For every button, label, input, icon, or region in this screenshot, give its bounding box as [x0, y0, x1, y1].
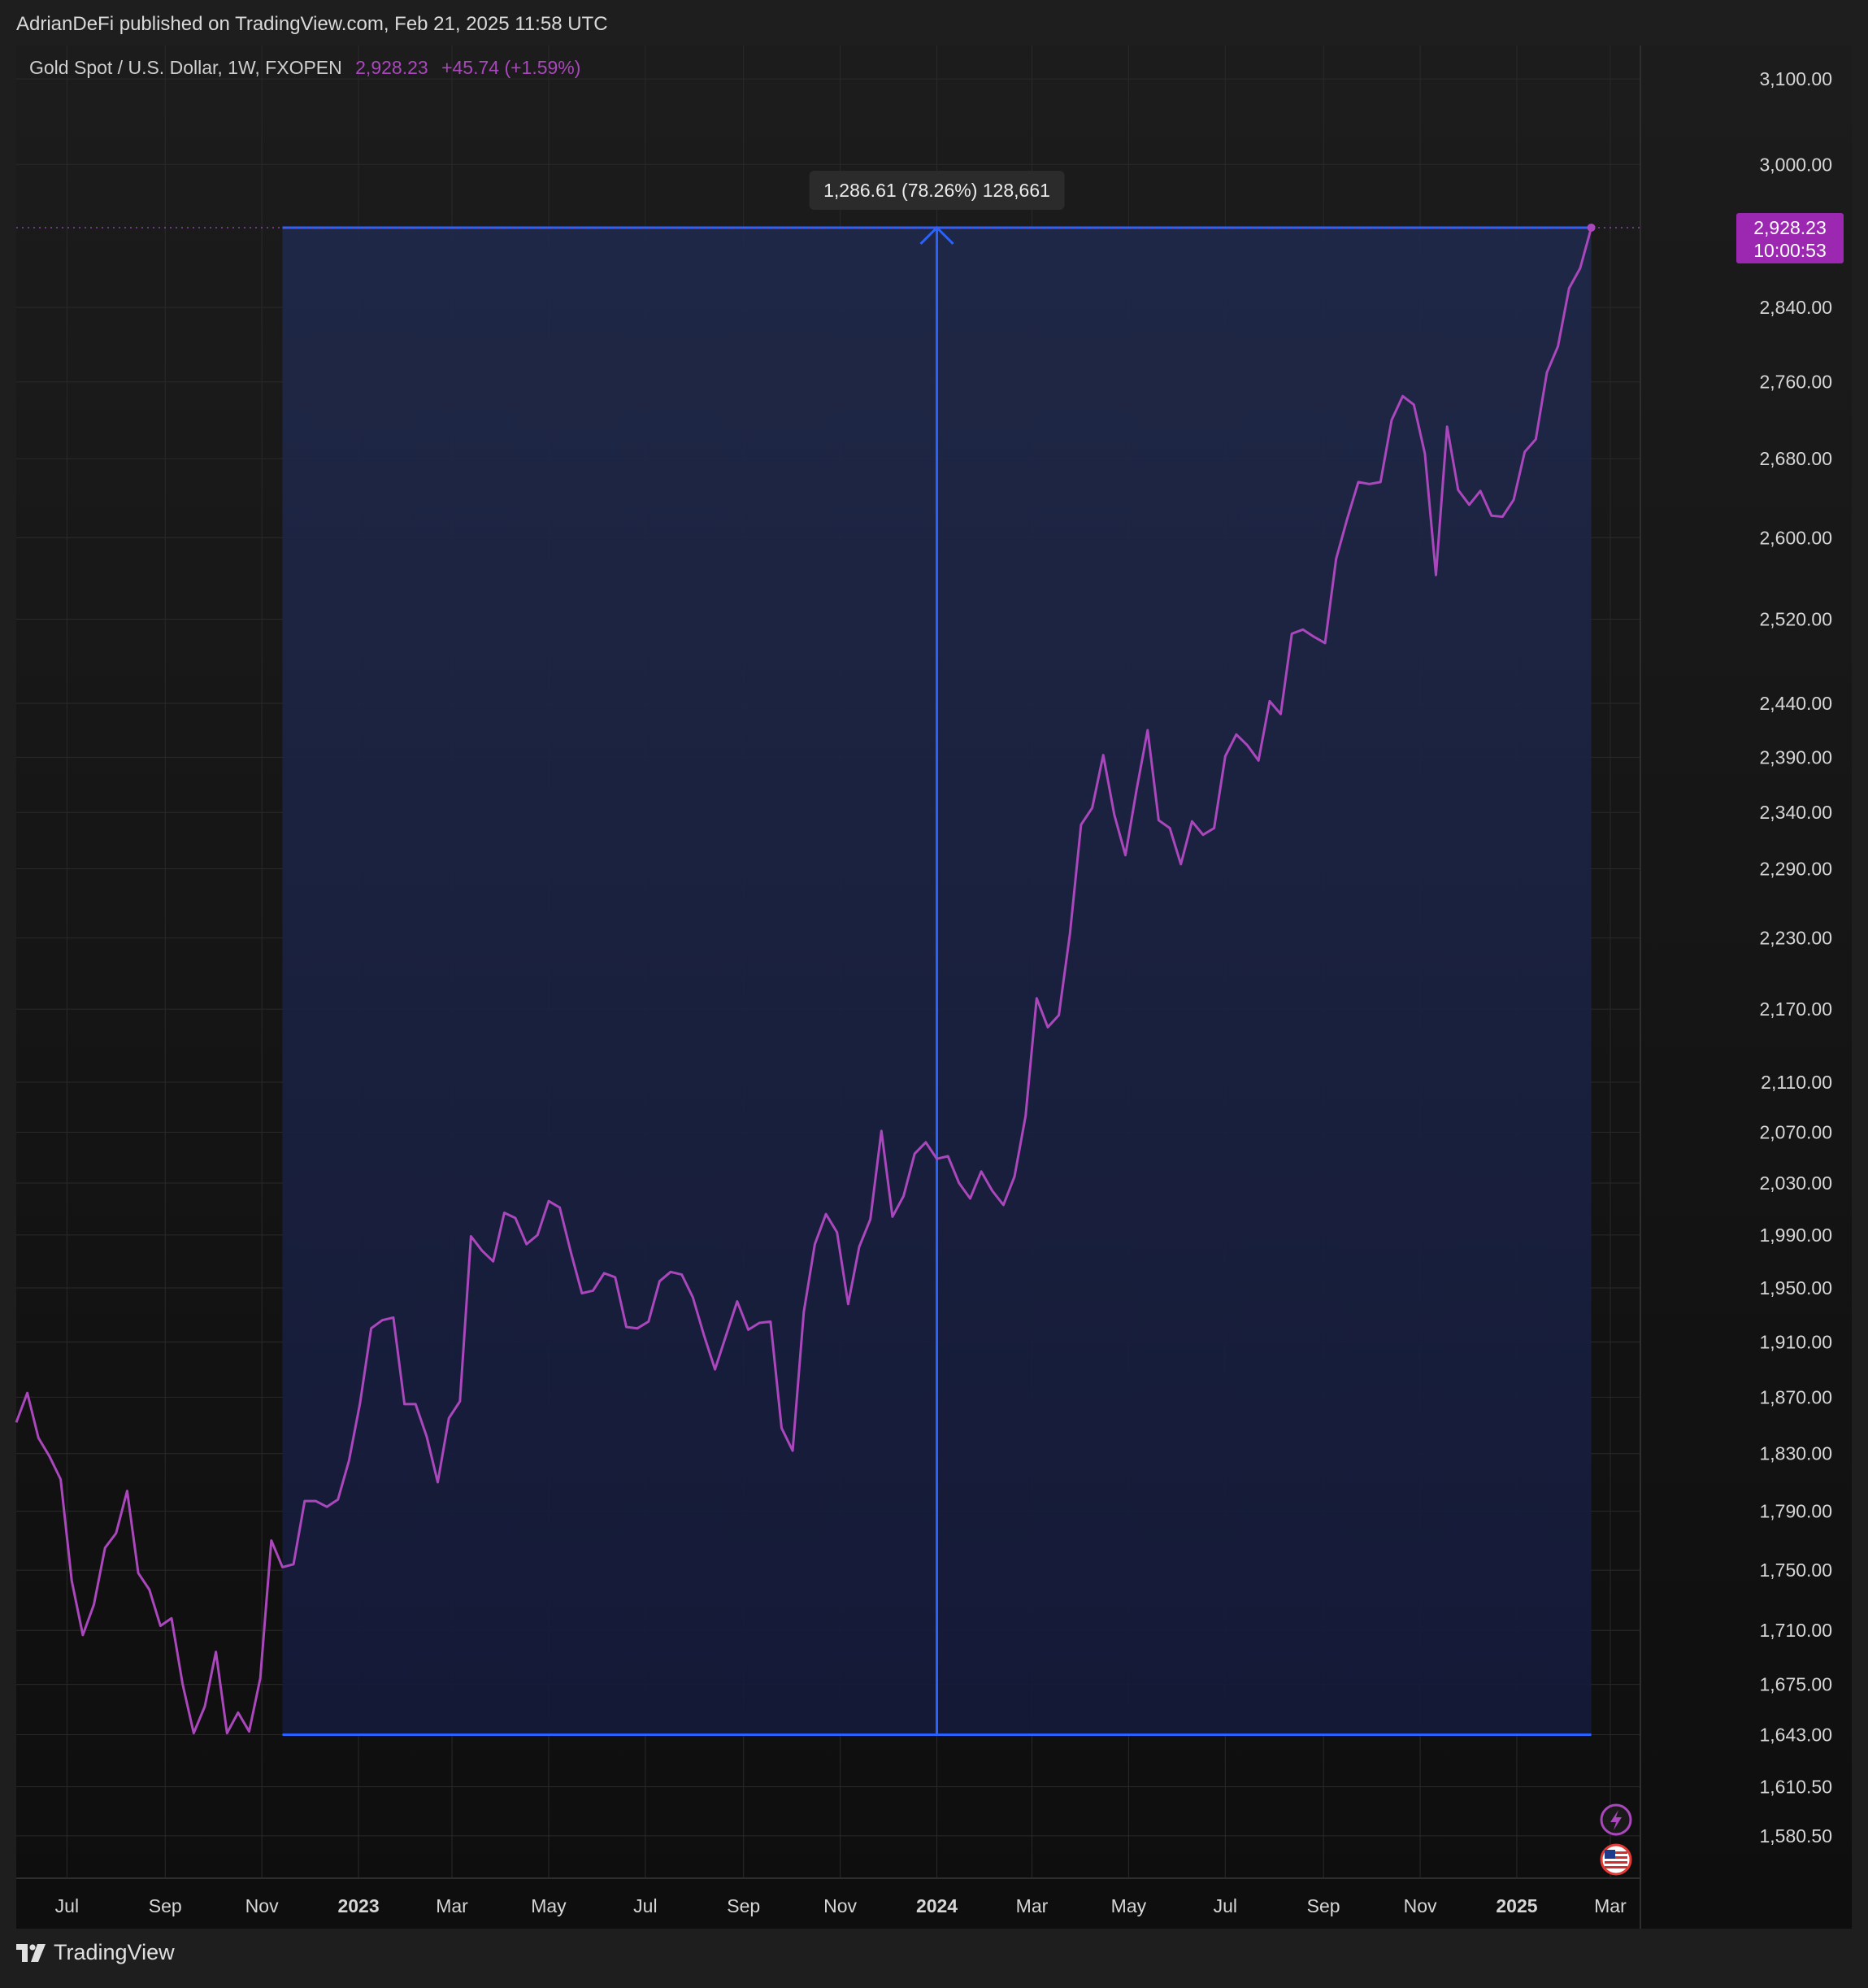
- footer: [0, 1929, 1868, 1984]
- time-tick-label: Mar: [1594, 1895, 1627, 1916]
- price-tag-countdown: 10:00:53: [1753, 240, 1827, 261]
- price-tick-label: 1,643.00: [1759, 1724, 1832, 1745]
- flag-stripe: [1605, 1856, 1627, 1859]
- price-tick-label: 2,340.00: [1759, 802, 1832, 823]
- price-range-measure[interactable]: 1,286.61 (78.26%) 128,661: [282, 170, 1592, 1736]
- price-tick-label: 1,830.00: [1759, 1443, 1832, 1464]
- flag-canton: [1605, 1850, 1615, 1859]
- price-tick-label: 2,600.00: [1759, 527, 1832, 548]
- time-tick-label: Jul: [1214, 1895, 1237, 1916]
- time-tick-label: Jul: [55, 1895, 79, 1916]
- measure-arrow-head: [919, 225, 954, 246]
- time-tick-label: Jul: [633, 1895, 657, 1916]
- measure-label: 1,286.61 (78.26%) 128,661: [823, 180, 1050, 201]
- price-tick-label: 2,030.00: [1759, 1172, 1832, 1194]
- price-axis[interactable]: 3,100.00 3,000.00 2,840.00 2,760.00 2,680.00…: [1759, 68, 1832, 1847]
- publish-info: AdrianDeFi published on TradingView.com,…: [16, 13, 608, 35]
- brand-name: TradingView: [54, 1940, 175, 1964]
- price-tick-label: 2,290.00: [1759, 858, 1832, 879]
- price-tick-label: 3,000.00: [1759, 154, 1832, 175]
- time-tick-label: Sep: [727, 1895, 760, 1916]
- series-layer: [15, 223, 1640, 1734]
- price-tick-label: 1,910.00: [1759, 1331, 1832, 1352]
- tradingview-logo-icon: [16, 1943, 46, 1962]
- symbol-title[interactable]: Gold Spot / U.S. Dollar, 1W, FXOPEN: [29, 57, 342, 78]
- last-point: [1587, 223, 1596, 232]
- price-tick-label: 2,520.00: [1759, 609, 1832, 630]
- price-tick-label: 1,750.00: [1759, 1560, 1832, 1581]
- price-tick-label: 2,390.00: [1759, 746, 1832, 768]
- price-tick-label: 2,760.00: [1759, 372, 1832, 393]
- time-tick-label: May: [1111, 1895, 1147, 1916]
- price-tag-bg: [1736, 212, 1844, 263]
- symbol-legend[interactable]: Gold Spot / U.S. Dollar, 1W, FXOPEN 2,92…: [29, 57, 589, 79]
- price-tick-label: 2,840.00: [1759, 297, 1832, 318]
- time-tick-label: 2023: [337, 1895, 379, 1916]
- price-tick-label: 2,110.00: [1761, 1072, 1832, 1093]
- price-tag-value: 2,928.23: [1753, 217, 1827, 238]
- price-tick-label: 1,790.00: [1759, 1501, 1832, 1522]
- price-tick-label: 2,170.00: [1759, 998, 1832, 1020]
- brand[interactable]: TradingView: [16, 1940, 175, 1965]
- price-line: [15, 227, 1593, 1734]
- time-tick-label: Nov: [245, 1895, 279, 1916]
- time-tick-label: Nov: [1404, 1895, 1437, 1916]
- chart-icons[interactable]: [1600, 1803, 1632, 1876]
- time-tick-label: 2024: [916, 1895, 958, 1916]
- price-tick-label: 1,610.50: [1759, 1777, 1832, 1798]
- price-tick-label: 3,100.00: [1759, 68, 1832, 89]
- us-flag-icon[interactable]: [1600, 1843, 1632, 1876]
- flag-stripe: [1605, 1851, 1627, 1854]
- price-tick-label: 2,680.00: [1759, 448, 1832, 469]
- lightning-glyph: [1610, 1810, 1622, 1830]
- price-tick-label: 2,070.00: [1759, 1121, 1832, 1142]
- price-tick-label: 1,675.00: [1759, 1674, 1832, 1695]
- flag-stripe: [1605, 1866, 1627, 1868]
- price-tick-label: 2,230.00: [1759, 928, 1832, 949]
- time-axis[interactable]: Jul Sep Nov 2023 Mar May Jul Sep Nov 2024 Mar May Ju…: [55, 1895, 1627, 1916]
- price-tick-label: 1,710.00: [1759, 1620, 1832, 1641]
- time-tick-label: Sep: [1307, 1895, 1340, 1916]
- price-tick-label: 1,870.00: [1759, 1386, 1832, 1407]
- time-tick-label: Mar: [1016, 1895, 1049, 1916]
- price-tick-label: 1,950.00: [1759, 1277, 1832, 1299]
- time-tick-label: May: [531, 1895, 567, 1916]
- price-tick-label: 2,440.00: [1759, 693, 1832, 714]
- flag-stripe: [1605, 1861, 1627, 1864]
- time-tick-label: Nov: [823, 1895, 857, 1916]
- top-bar: AdrianDeFi published on TradingView.com,…: [0, 0, 1868, 46]
- time-tick-label: Sep: [149, 1895, 182, 1916]
- measure-label-bg: [809, 170, 1065, 210]
- time-tick-label: Mar: [436, 1895, 468, 1916]
- price-tick-label: 1,580.50: [1759, 1825, 1832, 1847]
- price-change: +45.74 (+1.59%): [441, 57, 581, 78]
- time-tick-label: 2025: [1496, 1895, 1537, 1916]
- price-tick-label: 1,990.00: [1759, 1225, 1832, 1246]
- last-price: 2,928.23: [355, 57, 428, 78]
